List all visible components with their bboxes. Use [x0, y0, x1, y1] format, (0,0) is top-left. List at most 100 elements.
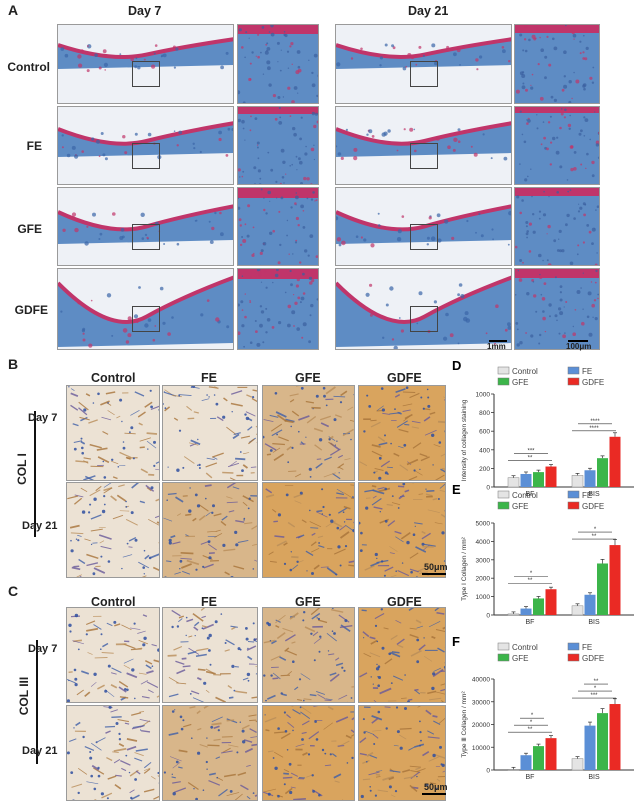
- chart-F-bar-bis-gfe: [597, 713, 608, 770]
- chart-F-sig-label: ***: [590, 693, 598, 699]
- chart-E-legend-label-gfe: GFE: [512, 502, 528, 511]
- col1-image-r1-c4: [358, 385, 446, 481]
- panel-a-scalebar-1mm-label: 1mm: [487, 342, 506, 351]
- panel-c-scalebar-label: 50μm: [424, 782, 448, 792]
- panel-c-day7: Day 7: [28, 643, 58, 655]
- chart-F-bar-bis-control: [571, 758, 584, 771]
- chart-F-legend-label-gdfe: GDFE: [582, 654, 604, 663]
- panel-b-letter: B: [8, 356, 19, 372]
- chart-D-sig-label: ****: [590, 419, 600, 425]
- masson-image-r2-c1: [57, 106, 234, 185]
- roi-box: [410, 61, 439, 87]
- panel-a-scalebar-100um-label: 100μm: [566, 342, 592, 351]
- panel-a-letter: A: [8, 2, 19, 18]
- chart-E-xtick-bf: BF: [526, 619, 535, 626]
- chart-D-legend-swatch-gfe: [497, 377, 510, 386]
- chart-E-bar-bf-gdfe: [545, 589, 557, 615]
- chart-E-legend-swatch-fe: [567, 490, 580, 499]
- roi-box: [132, 305, 161, 332]
- masson-image-r2-c4: [514, 106, 600, 185]
- chart-D-sig-label: ***: [527, 449, 535, 455]
- roi-box: [410, 223, 439, 250]
- panel-b-col-gdfe: GDFE: [387, 371, 422, 385]
- chart-F-legend-label-fe: FE: [582, 643, 592, 652]
- roi-box: [410, 305, 439, 332]
- chart-E-legend-swatch-gfe: [497, 501, 510, 510]
- col3-image-r2-c3: [262, 705, 355, 801]
- chart-E-ylabel: Type Ⅰ Collagen / mm²: [461, 536, 468, 601]
- col3-image-r2-c4: [358, 705, 446, 801]
- panel-c-col-control: Control: [91, 595, 136, 609]
- roi-box: [132, 61, 161, 87]
- chart-E-bar-bf-fe: [520, 608, 532, 615]
- panel-a-day21-header: Day 21: [408, 4, 449, 18]
- panel-b-col-fe: FE: [201, 371, 217, 385]
- chart-E-ytick-label: 0: [486, 613, 490, 620]
- chart-D-ytick-label: 600: [479, 429, 490, 436]
- chart-F-sig-label: *: [531, 713, 534, 719]
- chart-D-ytick-label: 400: [479, 447, 490, 454]
- col1-image-r2-c3: [262, 482, 355, 578]
- chart-D-legend-label-gfe: GFE: [512, 378, 528, 387]
- chart-F-legend-swatch-control: [497, 642, 510, 651]
- masson-image-r2-c2: [237, 106, 319, 185]
- chart-E-bar-bf-control: [507, 613, 520, 616]
- panel-a-row-label-control: Control: [7, 60, 50, 74]
- chart-E-bar-bis-control: [571, 605, 584, 616]
- panel-c-day21: Day 21: [22, 745, 58, 757]
- chart-E-sig-label: **: [528, 578, 533, 584]
- panel-b-stain-label: COL I: [15, 453, 29, 485]
- chart-F-xtick-bis: BIS: [588, 774, 600, 781]
- chart-D-ytick-label: 1000: [476, 392, 491, 399]
- chart-F-bar-bf-control: [507, 769, 520, 771]
- chart-D-bar-bis-control: [571, 475, 584, 488]
- masson-image-r1-c2: [237, 24, 319, 104]
- chart-D-legend-swatch-gdfe: [567, 377, 580, 386]
- chart-F-legend-label-gfe: GFE: [512, 654, 528, 663]
- panel-b-scalebar-label: 50μm: [424, 562, 448, 572]
- chart-E-bar-bis-fe: [584, 594, 596, 615]
- chart-F-legend-swatch-gdfe: [567, 653, 580, 662]
- chart-E-ytick-label: 1000: [476, 594, 491, 601]
- masson-image-r3-c3: [335, 187, 512, 266]
- col1-image-r1-c3: [262, 385, 355, 481]
- panel-a-scalebar-1mm: [489, 340, 507, 342]
- chart-D-legend-swatch-control: [497, 366, 510, 375]
- chart-F-legend-label-control: Control: [512, 643, 538, 652]
- col3-image-r1-c1: [66, 607, 160, 703]
- chart-E-ytick-label: 3000: [476, 557, 491, 564]
- panel-b-bracket: [34, 411, 36, 537]
- chart-F-ytick-label: 30000: [472, 699, 490, 706]
- panel-c-col-gdfe: GDFE: [387, 595, 422, 609]
- roi-box: [132, 223, 161, 250]
- panel-c-col-gfe: GFE: [295, 595, 321, 609]
- panel-c-col-fe: FE: [201, 595, 217, 609]
- masson-image-r4-c4: [514, 268, 600, 350]
- chart-D-sig-label: ****: [589, 426, 599, 432]
- chart-D-bar-bf-gfe: [533, 472, 544, 487]
- col3-image-r1-c3: [262, 607, 355, 703]
- chart-D-ylabel: Intensity of collagen staining: [461, 399, 468, 481]
- chart-E-bar-bis-gfe: [597, 563, 608, 615]
- chart-F-legend-swatch-gfe: [497, 653, 510, 662]
- chart-F-sig-label: **: [594, 679, 599, 685]
- masson-image-r4-c2: [237, 268, 319, 350]
- chart-D-bar-bis-gfe: [597, 458, 608, 487]
- col3-image-r2-c2: [162, 705, 258, 801]
- chart-E-legend-label-fe: FE: [582, 491, 592, 500]
- chart-F-ytick-label: 20000: [472, 722, 490, 729]
- roi-box: [132, 142, 161, 169]
- chart-E-legend-swatch-gdfe: [567, 501, 580, 510]
- chart-D-xtick-bis: BIS: [588, 491, 600, 498]
- chart-D-bar-bis-fe: [584, 470, 596, 487]
- chart-F-bar-bis-gdfe: [609, 704, 621, 770]
- panel-b-scalebar: [422, 573, 446, 575]
- col1-image-r2-c2: [162, 482, 258, 578]
- chart-F-sig-label: **: [528, 727, 533, 733]
- chart-E-legend-swatch-control: [497, 490, 510, 499]
- col3-image-r2-c1: [66, 705, 160, 801]
- chart-D-sig-label: **: [528, 456, 533, 462]
- col3-image-r1-c2: [162, 607, 258, 703]
- panel-a-row-label-gdfe: GDFE: [14, 303, 48, 317]
